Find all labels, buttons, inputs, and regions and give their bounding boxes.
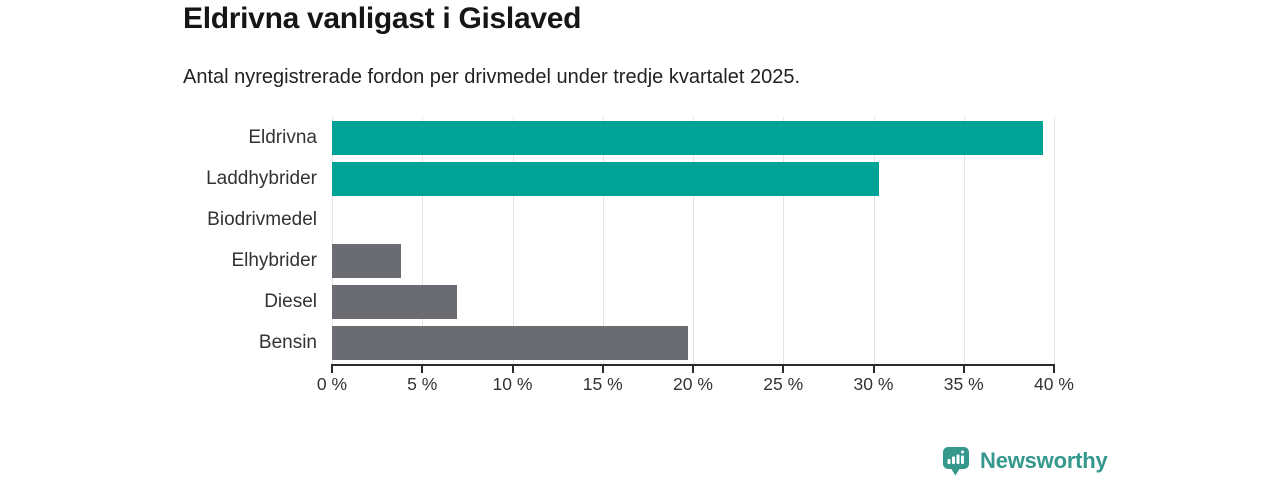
x-tick-label: 20 % bbox=[673, 374, 713, 394]
gridline bbox=[873, 117, 875, 364]
gridline bbox=[332, 117, 333, 364]
x-axis-tick bbox=[782, 366, 785, 373]
chart-title: Eldrivna vanligast i Gislaved bbox=[183, 2, 582, 35]
bar bbox=[332, 326, 688, 361]
gridline bbox=[693, 117, 694, 364]
x-axis-tick bbox=[1053, 366, 1055, 373]
category-label: Elhybrider bbox=[231, 250, 317, 272]
category-label: Bensin bbox=[258, 332, 317, 354]
category-label: Eldrivna bbox=[248, 126, 317, 148]
gridline bbox=[963, 117, 965, 364]
gridline bbox=[1054, 117, 1055, 364]
gridline bbox=[783, 117, 785, 364]
x-axis-line bbox=[331, 364, 1055, 366]
x-axis-tick bbox=[872, 366, 875, 373]
gridline bbox=[602, 117, 604, 364]
x-axis-tick bbox=[421, 366, 424, 373]
bar bbox=[332, 161, 879, 196]
bar-row: Biodrivmedel bbox=[207, 199, 1054, 240]
bar-row: Eldrivna bbox=[248, 117, 1054, 158]
bar bbox=[332, 285, 457, 320]
x-tick-label: 15 % bbox=[582, 374, 623, 394]
bar-row: Laddhybrider bbox=[206, 158, 1054, 199]
x-axis-tick bbox=[331, 366, 333, 373]
bar-row: Elhybrider bbox=[231, 241, 1054, 282]
x-tick-label: 10 % bbox=[492, 374, 533, 394]
category-label: Laddhybrider bbox=[206, 167, 317, 189]
x-tick-label: 5 % bbox=[407, 374, 438, 394]
x-tick-label: 40 % bbox=[1034, 374, 1074, 394]
x-axis-tick-labels: 0 % 5 % 10 % 15 % 20 % 25 % 30 % 35 % 40 % bbox=[317, 374, 1074, 396]
bar-row: Diesel bbox=[264, 282, 1054, 323]
x-tick-label: 0 % bbox=[316, 374, 348, 394]
x-axis-tick bbox=[962, 366, 965, 373]
plot-area: Eldrivna Laddhybrider Biodrivmedel Elhybrid… bbox=[206, 117, 1055, 364]
gridline bbox=[422, 117, 424, 364]
x-tick-label: 25 % bbox=[763, 374, 804, 394]
x-axis-tick bbox=[511, 366, 514, 373]
newsworthy-logo: Newsworthy bbox=[941, 445, 1108, 476]
gridline bbox=[512, 117, 514, 364]
newsworthy-logo-text: Newsworthy bbox=[980, 447, 1108, 473]
x-tick-label: 30 % bbox=[853, 374, 894, 394]
bar-rows: Eldrivna Laddhybrider Biodrivmedel Elhybrid… bbox=[206, 117, 1054, 364]
x-axis-ticks bbox=[331, 366, 1055, 373]
category-label: Diesel bbox=[264, 291, 317, 313]
bar-row: Bensin bbox=[259, 323, 1054, 364]
newsworthy-logo-icon bbox=[943, 447, 969, 476]
x-tick-label: 35 % bbox=[943, 374, 984, 394]
bar bbox=[332, 244, 401, 279]
x-axis-tick bbox=[692, 366, 694, 373]
x-axis-tick bbox=[601, 366, 604, 373]
chart-subtitle: Antal nyregistrerade fordon per drivmede… bbox=[183, 66, 801, 88]
bar bbox=[332, 120, 1044, 155]
category-label: Biodrivmedel bbox=[207, 208, 317, 230]
